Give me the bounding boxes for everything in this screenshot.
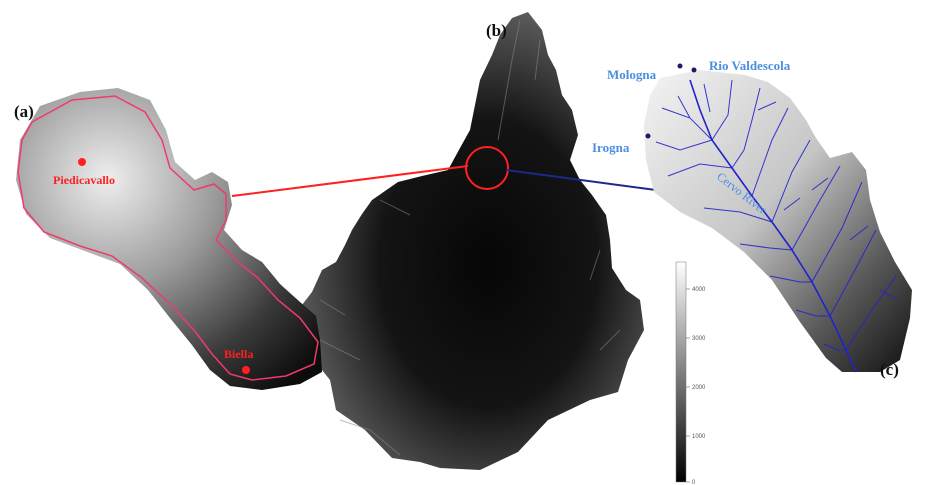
tributary-network bbox=[655, 79, 899, 351]
highlight-circle bbox=[465, 146, 509, 190]
town-marker-piedicavallo bbox=[78, 158, 86, 166]
dem-region-b bbox=[298, 12, 644, 470]
alpine-ridges bbox=[299, 19, 621, 456]
elevation-legend: 4000 3000 2000 1000 0 bbox=[675, 261, 706, 485]
basin-c: Mologna Rio Valdescola Irogna Cervo Rive… bbox=[592, 58, 912, 373]
gauge-mologna bbox=[677, 63, 683, 69]
legend-tick-label: 0 bbox=[692, 480, 696, 485]
label-mologna: Mologna bbox=[607, 67, 657, 82]
basin-a: Piedicavallo Biella bbox=[16, 88, 322, 390]
gauge-rio-valdescola bbox=[691, 67, 697, 73]
town-label-piedicavallo: Piedicavallo bbox=[53, 173, 115, 187]
legend-colorbar bbox=[675, 261, 687, 483]
panel-label-c: (c) bbox=[880, 360, 899, 379]
panel-label-b: (b) bbox=[486, 21, 507, 40]
panel-label-a: (a) bbox=[14, 102, 34, 121]
basin-a-dem bbox=[16, 88, 322, 390]
basin-a-boundary bbox=[17, 95, 319, 381]
connector-a-b bbox=[231, 165, 469, 197]
label-irogna: Irogna bbox=[592, 140, 630, 155]
legend-tick-label: 1000 bbox=[692, 434, 706, 440]
town-marker-biella bbox=[242, 366, 250, 374]
legend-tick-label: 3000 bbox=[692, 336, 706, 342]
basin-c-dem bbox=[644, 70, 912, 372]
legend-tick-label: 2000 bbox=[692, 385, 706, 391]
piedmont-dem bbox=[298, 12, 644, 470]
town-label-biella: Biella bbox=[224, 347, 253, 361]
connector-b-c bbox=[505, 169, 657, 191]
label-rio-valdescola: Rio Valdescola bbox=[709, 58, 791, 73]
gauge-irogna bbox=[645, 133, 651, 139]
legend-tick-label: 4000 bbox=[692, 287, 706, 293]
